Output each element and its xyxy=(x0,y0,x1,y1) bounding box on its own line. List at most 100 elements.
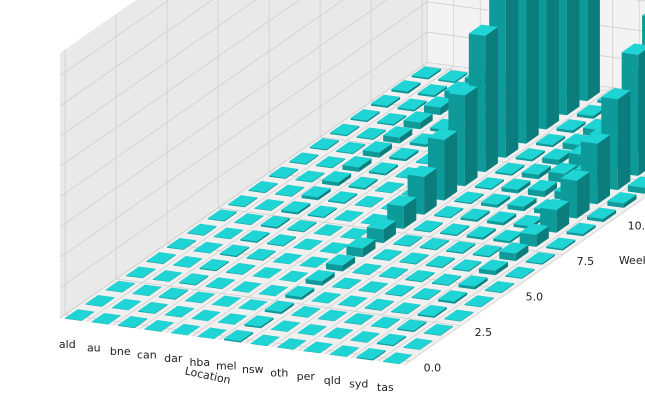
bar-au-week-5 xyxy=(193,241,223,254)
bar-top-face xyxy=(290,306,321,318)
bar-oth-week-6 xyxy=(398,252,429,265)
bar-front-face xyxy=(266,243,284,247)
bar-ald-week-2 xyxy=(105,280,136,293)
bar-top-face xyxy=(137,301,168,314)
bar-ald-week-3 xyxy=(125,266,156,279)
bar-top-face xyxy=(352,263,383,275)
bar-au-week-8 xyxy=(254,199,285,211)
bar-top-face xyxy=(172,256,203,268)
bar-side-face xyxy=(362,239,376,258)
bar-top-face xyxy=(246,248,277,260)
bar-top-face xyxy=(527,179,558,192)
bar-front-face xyxy=(289,161,306,165)
bar-dar-week-4 xyxy=(252,267,283,279)
bar-top-face xyxy=(458,275,489,287)
bar-top-face xyxy=(454,191,484,203)
bar-side-face xyxy=(573,121,586,134)
bar-front-face xyxy=(419,246,437,251)
bar-per-week-6 xyxy=(425,255,456,269)
bar-side-face xyxy=(583,225,596,237)
bar-oth-week-8 xyxy=(439,223,470,237)
x-tick-label: nsw xyxy=(242,363,264,376)
z-gridline xyxy=(59,0,213,107)
bar-front-face xyxy=(228,204,245,208)
bar-top-face xyxy=(621,43,645,55)
bar-top-face xyxy=(547,162,578,174)
bar-front-face xyxy=(487,220,504,226)
bar-top-face xyxy=(266,234,297,246)
bar-side-face xyxy=(399,128,413,144)
bar-top-face xyxy=(427,128,458,141)
bar-top-face xyxy=(423,323,454,336)
bar-front-face xyxy=(326,263,343,272)
bar-front-face xyxy=(413,229,431,233)
bar-tas-week-4 xyxy=(464,295,495,308)
bar-per-week-0 xyxy=(303,341,333,354)
x-tick-label: per xyxy=(297,370,316,383)
bar-top-face xyxy=(388,147,419,160)
x-gridline xyxy=(404,196,645,366)
bar-top-face xyxy=(178,273,209,285)
bar-front-face xyxy=(478,268,496,276)
bar-front-face xyxy=(458,284,475,290)
bar-top-face xyxy=(433,205,464,218)
bar-au-week-16 xyxy=(417,84,448,98)
bar-side-face xyxy=(263,251,276,261)
bar-top-face xyxy=(309,138,340,150)
bar-side-face xyxy=(301,288,315,300)
bar-side-face xyxy=(244,197,258,208)
bar-top-face xyxy=(268,166,299,179)
bar-ald-week-6 xyxy=(186,223,217,236)
bar-top-face xyxy=(125,266,156,278)
bar-top-face xyxy=(386,195,417,207)
y-axis-title: Week xyxy=(619,254,645,267)
bar-front-face xyxy=(220,253,237,258)
bar-top-face xyxy=(91,313,122,325)
bar-front-face xyxy=(527,188,545,198)
bar-top-face xyxy=(366,218,397,230)
bar-dar-week-9 xyxy=(354,195,385,208)
x-gridline xyxy=(351,152,645,358)
bar-ald-week-12 xyxy=(309,138,340,151)
bar-bne-week-13 xyxy=(382,126,413,144)
bar-dar-week-2 xyxy=(211,295,242,307)
bar-qld-week-3 xyxy=(390,302,421,315)
bar-side-face xyxy=(517,180,531,194)
bar-top-face xyxy=(443,309,474,322)
bar-oth-week-0 xyxy=(276,338,307,350)
bar-per-week-2 xyxy=(343,313,374,325)
bar-bne-week-4 xyxy=(199,258,230,272)
bar-qld-week-4 xyxy=(411,288,442,301)
bar-bne-week-6 xyxy=(239,230,270,243)
bar-front-face xyxy=(546,246,563,251)
bar-top-face xyxy=(600,88,631,100)
bar-top-face xyxy=(464,295,495,307)
bar-side-face xyxy=(526,0,539,144)
bar-top-face xyxy=(439,223,470,235)
bar-top-face xyxy=(335,141,366,154)
bar-ald-week-1 xyxy=(84,295,115,307)
bar-top-face xyxy=(350,109,381,121)
bar-top-face xyxy=(280,201,311,213)
bar-per-week-3 xyxy=(364,298,395,311)
bar-can-week-6 xyxy=(266,234,297,247)
bar-front-face xyxy=(305,278,323,286)
bar-ald-week-16 xyxy=(390,80,421,94)
bar-bne-week-9 xyxy=(301,186,332,201)
bar-top-face xyxy=(384,284,415,296)
bar-side-face xyxy=(546,0,560,130)
bar-top-face xyxy=(504,266,535,279)
bar-top-face xyxy=(368,162,399,174)
bar-tas-week-12 xyxy=(627,176,645,194)
bar-mel-week-0 xyxy=(223,329,254,343)
axis-labels: ald au bne can dar hba mel nsw oth per qld syd tas 0.… xyxy=(59,219,645,394)
bar-tas-week-8 xyxy=(545,237,576,251)
bar-side-face xyxy=(434,86,447,98)
bar-oth-week-11 xyxy=(500,178,531,194)
bar-top-face xyxy=(586,207,617,219)
bar-hba-week-6 xyxy=(319,242,350,254)
bar-bne-week-8 xyxy=(280,201,311,215)
bar-front-face xyxy=(368,171,386,176)
bar-nsw-week-15 xyxy=(556,119,587,134)
bar-top-face xyxy=(507,195,537,207)
